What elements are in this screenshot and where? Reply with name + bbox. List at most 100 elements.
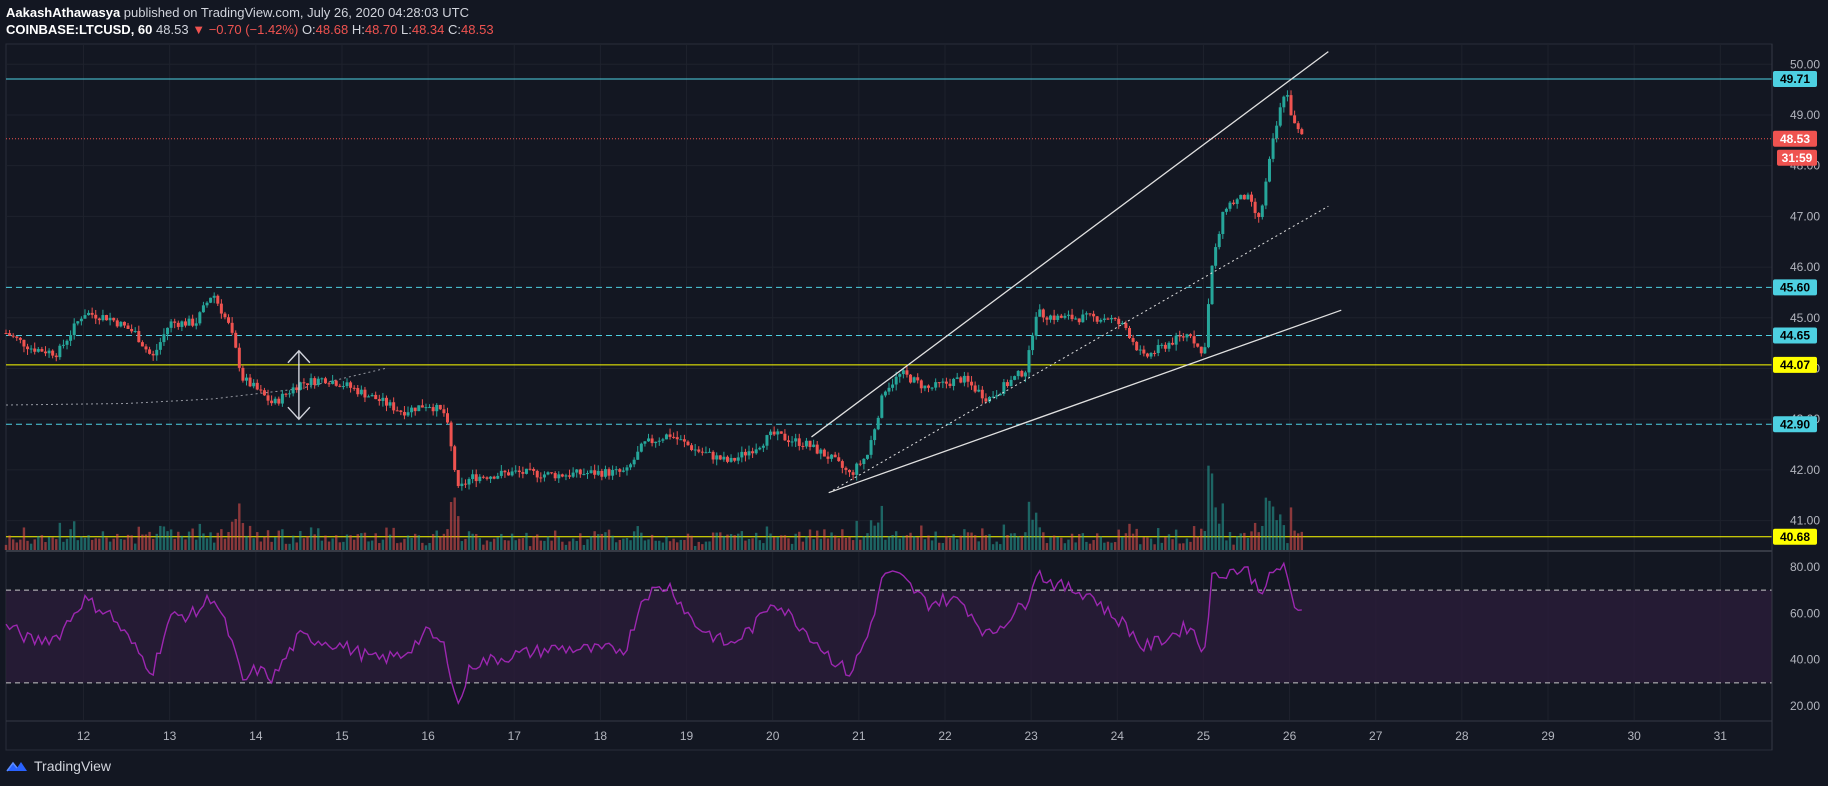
volume-bar bbox=[281, 529, 284, 550]
candle-body bbox=[442, 409, 446, 414]
last-price-tag: 48.53 bbox=[1780, 132, 1810, 146]
candle-body bbox=[747, 451, 751, 456]
candle-body bbox=[61, 344, 65, 346]
volume-bar bbox=[894, 531, 898, 550]
candle-body bbox=[1027, 350, 1031, 373]
candle-body bbox=[399, 410, 403, 412]
volume-bar bbox=[475, 534, 478, 550]
volume-bar bbox=[446, 529, 449, 550]
volume-bar bbox=[1042, 532, 1045, 550]
candle-body bbox=[657, 440, 661, 442]
volume-bar bbox=[571, 538, 575, 550]
candle-body bbox=[1020, 370, 1024, 377]
candle-body bbox=[1163, 344, 1167, 349]
candle-body bbox=[937, 382, 941, 384]
candle-body bbox=[209, 297, 213, 303]
candle-body bbox=[550, 472, 554, 474]
date-tick-label: 29 bbox=[1541, 729, 1555, 743]
volume-bar bbox=[1178, 543, 1181, 550]
price-tick-label: 42.00 bbox=[1790, 463, 1820, 477]
candle-body bbox=[1117, 318, 1121, 325]
time-axis[interactable]: 12 13 14 15 16 17 18 19 20 21 22 23 24 25 26 27 28 29 30 31 bbox=[77, 729, 1727, 743]
candle-body bbox=[381, 397, 385, 401]
candle-body bbox=[122, 321, 126, 326]
candle-body bbox=[1074, 318, 1078, 320]
volume-bar bbox=[884, 539, 887, 550]
volume-bar bbox=[550, 540, 553, 550]
volume-bar bbox=[765, 526, 769, 550]
volume-bar bbox=[927, 535, 930, 550]
volume-bar bbox=[345, 534, 349, 550]
candle-body bbox=[395, 410, 399, 412]
candle-body bbox=[259, 389, 263, 391]
candle-body bbox=[923, 385, 927, 389]
candle-body bbox=[201, 305, 205, 313]
candle-body bbox=[392, 402, 396, 411]
candle-body bbox=[1239, 194, 1243, 200]
candle-body bbox=[223, 313, 227, 318]
volume-bar bbox=[148, 531, 151, 550]
volume-bar bbox=[1243, 532, 1246, 550]
candle-body bbox=[607, 469, 611, 476]
candle-body bbox=[1070, 314, 1074, 320]
volume-bar bbox=[126, 534, 130, 550]
volume-bar bbox=[1128, 523, 1131, 550]
candle-body bbox=[1066, 314, 1070, 316]
volume-bar bbox=[277, 530, 280, 550]
candle-body bbox=[402, 411, 406, 416]
volume-bar bbox=[855, 520, 858, 550]
rsi-axis[interactable]: 20.00 40.00 60.00 80.00 bbox=[1790, 560, 1820, 713]
volume-bar bbox=[327, 541, 331, 550]
volume-bar bbox=[1063, 543, 1067, 550]
candle-body bbox=[280, 393, 284, 404]
volume-bar bbox=[1214, 507, 1217, 550]
volume-bar bbox=[478, 538, 482, 550]
volume-bar bbox=[227, 532, 230, 550]
candle-body bbox=[1160, 344, 1164, 346]
candle-body bbox=[456, 470, 460, 487]
candle-body bbox=[1052, 315, 1056, 320]
candle-body bbox=[363, 389, 367, 398]
volume-bar bbox=[1210, 473, 1214, 550]
candle-body bbox=[137, 331, 141, 343]
candle-body bbox=[1009, 379, 1013, 387]
volume-bar bbox=[776, 536, 779, 550]
candle-body bbox=[180, 321, 184, 327]
candle-body bbox=[729, 457, 733, 462]
volume-bar bbox=[482, 544, 485, 550]
volume-bar bbox=[320, 540, 324, 550]
volume-bar bbox=[349, 535, 352, 550]
volume-bar bbox=[711, 532, 715, 550]
candle-body bbox=[887, 387, 891, 392]
volume-bar bbox=[1192, 526, 1196, 550]
volume-bar bbox=[945, 535, 948, 550]
candle-body bbox=[22, 339, 26, 347]
level-tag-label: 42.90 bbox=[1780, 417, 1810, 431]
volume-bar bbox=[1056, 537, 1059, 550]
volume-bar bbox=[1074, 542, 1077, 550]
candle-body bbox=[1217, 234, 1221, 248]
candle-body bbox=[1278, 107, 1282, 126]
volume-bar bbox=[378, 543, 381, 550]
volume-bar bbox=[1124, 533, 1128, 550]
volume-bar bbox=[80, 536, 83, 550]
date-tick-label: 28 bbox=[1455, 729, 1469, 743]
price-tick-label: 45.00 bbox=[1790, 311, 1820, 325]
volume-bar bbox=[83, 537, 87, 550]
author-name[interactable]: AakashAthawasya bbox=[6, 5, 121, 20]
candle-body bbox=[1127, 328, 1131, 339]
footer[interactable]: TradingView bbox=[6, 758, 111, 774]
candle-body bbox=[568, 475, 572, 477]
candle-body bbox=[1013, 376, 1017, 380]
volume-bar bbox=[1020, 535, 1024, 550]
volume-bar bbox=[413, 533, 417, 550]
volume-bar bbox=[108, 541, 112, 550]
volume-bar bbox=[805, 536, 808, 550]
volume-bar bbox=[266, 530, 270, 550]
volume-bar bbox=[492, 538, 496, 550]
candle-body bbox=[1285, 95, 1289, 97]
candle-body bbox=[812, 444, 816, 447]
level-tag-label: 44.65 bbox=[1780, 329, 1810, 343]
volume-bar bbox=[1225, 540, 1228, 550]
